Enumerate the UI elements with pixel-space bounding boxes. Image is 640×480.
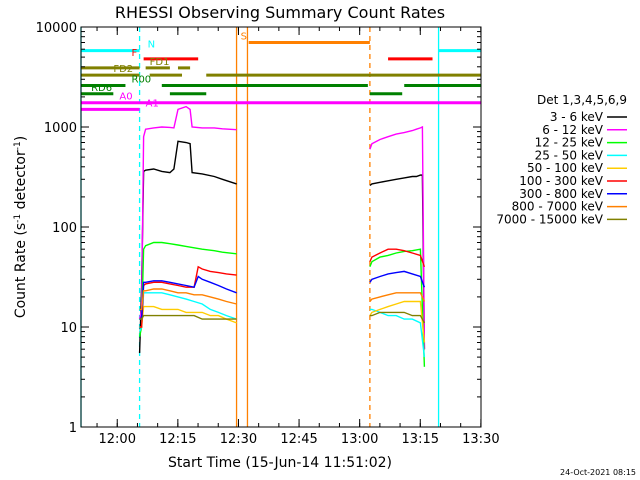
series-0-segment-1	[369, 174, 426, 350]
legend-label: 7000 - 15000 keV	[496, 212, 603, 226]
y-tick-label: 1000	[44, 121, 77, 136]
footer-timestamp: 24-Oct-2021 08:15	[560, 468, 636, 477]
series-0-segment-0	[138, 140, 237, 354]
x-tick-label: 12:00	[99, 432, 136, 447]
flag-label-a1: A1	[146, 98, 159, 109]
flag-label-f: F	[132, 48, 138, 59]
series-7-segment-0	[139, 288, 237, 311]
series-8-segment-1	[369, 311, 426, 324]
series-5-segment-0	[139, 265, 237, 328]
axes: 1 10 100 1000 10000 12:00 12:15 12:30 12:45 13:00…	[36, 21, 500, 447]
series-6-segment-1	[369, 270, 426, 288]
y-tick-label: 100	[52, 221, 77, 236]
flag-label-s: S	[241, 31, 247, 42]
y-tick-label: 1	[69, 421, 77, 436]
flag-label-fd1: FD1	[150, 57, 170, 68]
series-3-segment-1	[369, 308, 426, 358]
x-tick-label: 12:15	[159, 432, 196, 447]
series-8-segment-0	[139, 314, 237, 320]
series-4-segment-0	[139, 305, 237, 328]
flag-label-rd6: RD6	[91, 83, 112, 94]
legend-title: Det 1,3,4,5,6,9	[537, 93, 627, 107]
flag-label-a0: A0	[119, 92, 132, 103]
flag-label-r00: R00	[132, 75, 152, 86]
series-5-segment-1	[369, 248, 426, 268]
series-7-segment-1	[369, 292, 426, 302]
legend-label: 300 - 800 keV	[519, 187, 603, 201]
legend-label: 100 - 300 keV	[519, 174, 603, 188]
x-tick-label: 13:30	[462, 432, 499, 447]
series-2-segment-1	[369, 248, 426, 367]
series-4-segment-1	[369, 300, 426, 343]
x-axis-label: Start Time (15-Jun-14 11:51:02)	[168, 455, 392, 471]
x-tick-label: 12:30	[220, 432, 257, 447]
y-tick-label: 10	[60, 321, 77, 336]
x-tick-label: 12:45	[280, 432, 317, 447]
legend-label: 25 - 50 keV	[535, 148, 604, 162]
x-tick-label: 13:00	[341, 432, 378, 447]
series-2-segment-0	[138, 241, 237, 337]
series-1-segment-1	[369, 125, 426, 350]
series-1-segment-0	[138, 105, 237, 320]
y-axis-label: Count Rate (s-1 detector-1)	[13, 136, 29, 318]
flag-label-n: N	[148, 40, 155, 51]
legend-label: 50 - 100 keV	[527, 161, 604, 175]
x-tick-label: 13:15	[402, 432, 439, 447]
legend-label: 800 - 7000 keV	[512, 200, 604, 214]
legend-label: 6 - 12 keV	[542, 123, 604, 137]
series-6-segment-0	[139, 275, 237, 320]
flag-label-fd2: FD2	[113, 64, 133, 75]
legend-label: 3 - 6 keV	[550, 110, 604, 124]
chart-title: RHESSI Observing Summary Count Rates	[115, 3, 445, 22]
legend-label: 12 - 25 keV	[535, 136, 604, 150]
series-3-segment-0	[138, 292, 237, 332]
y-tick-label: 10000	[36, 21, 77, 36]
series-layer	[138, 105, 426, 367]
